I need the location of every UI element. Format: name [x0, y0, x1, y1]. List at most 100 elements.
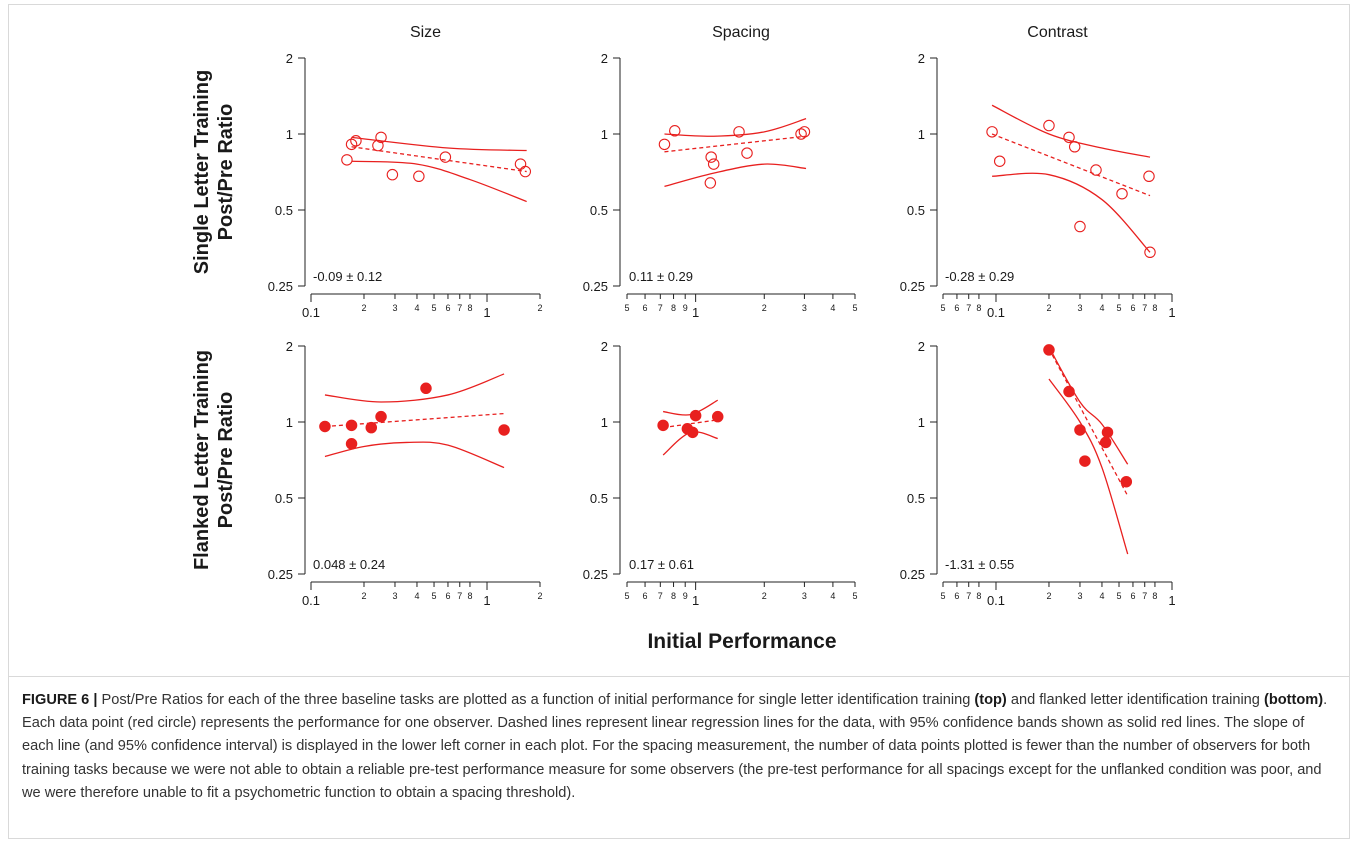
panel-2-x-minor-label-9: 7: [1142, 303, 1147, 313]
panel-3-x-minor-label-1: 3: [392, 591, 397, 601]
row-title-0-line-0: Single Letter Training: [191, 70, 213, 274]
panel-2-data-point-6: [1090, 164, 1102, 176]
panel-4-confidence-band-upper: [663, 399, 719, 416]
panel-0-x-minor-label-5: 7: [457, 303, 462, 313]
panel-3-x-minor-label-0: 2: [361, 591, 366, 601]
panel-4-data-point-2: [686, 426, 699, 439]
figure-chart: Size Spacing Contrast Single Letter Trainin…: [191, 24, 1176, 653]
panel-2-x-minor-label-7: 5: [1117, 303, 1122, 313]
panel-0-confidence-band-upper: [351, 136, 527, 152]
panel-3-x-minor-label-4: 6: [445, 591, 450, 601]
panel-5-x-minor-label-2: 7: [966, 591, 971, 601]
panel-2-slope-annotation: -0.28 ± 0.29: [945, 269, 1014, 284]
panel-2-data-point-8: [1143, 170, 1155, 183]
panel-2-x-minor-label-6: 4: [1099, 303, 1104, 313]
panel-4-data-point-3: [689, 409, 702, 422]
panel-5-x-minor-label-3: 8: [976, 591, 981, 601]
panel-5-x-minor-label-8: 6: [1130, 591, 1135, 601]
panel-1-data-point-2: [705, 151, 717, 163]
panel-3-data-point-4: [375, 410, 387, 423]
panel-1-y-tick-label-1: 0.5: [590, 203, 608, 218]
panel-4-data-point-4: [711, 410, 724, 423]
panel-2-data-point-5: [1074, 220, 1086, 233]
panel-4-slope-annotation: 0.17 ± 0.61: [629, 557, 694, 572]
panel-0-x-minor-label-2: 4: [414, 303, 419, 313]
x-axis-title: Initial Performance: [647, 630, 836, 653]
panel-0-data-point-7: [439, 151, 452, 163]
panel-5-regression-line: [1048, 348, 1129, 497]
panel-0-x-minor-label-3: 5: [432, 303, 437, 313]
panel-3-data-point-3: [365, 421, 378, 434]
panel-3-x-minor-label-5: 7: [457, 591, 462, 601]
panel-0-data-point-2: [350, 135, 362, 147]
column-title-1: Spacing: [712, 24, 770, 41]
panel-3-x-major-label-0: 0.1: [302, 593, 320, 608]
panel-3-data-point-1: [345, 419, 358, 432]
panel-2-data-point-3: [1063, 131, 1075, 144]
panel-2-data-point-0: [986, 126, 998, 138]
panel-1-slope-annotation: 0.11 ± 0.29: [629, 269, 693, 284]
panel-3-x-minor-label-7: 2: [537, 591, 542, 601]
panel-1-data-point-1: [669, 125, 681, 137]
panel-0-x-minor-label-6: 8: [467, 303, 472, 313]
panel-3-data-point-0: [319, 420, 331, 433]
caption-text-2: and flanked letter identification traini…: [1006, 692, 1264, 708]
column-title-0: Size: [410, 24, 441, 41]
panel-2-y-tick-label-0: 0.25: [900, 279, 925, 294]
panel-2-data-point-2: [1043, 119, 1055, 132]
panel-3-y-tick-label-2: 1: [286, 415, 293, 430]
panel-1-x-minor-label-2: 7: [658, 303, 663, 313]
panel-4-data-point-0: [657, 419, 669, 432]
panel-1-data-point-0: [658, 138, 671, 151]
panel-1-x-minor-label-0: 5: [624, 303, 629, 313]
panel-3-slope-annotation: 0.048 ± 0.24: [313, 557, 385, 572]
panel-1-x-minor-label-8: 5: [852, 303, 857, 313]
panel-1-x-minor-label-4: 9: [683, 303, 688, 313]
panel-0-y-tick-label-2: 1: [286, 127, 293, 142]
panel-1-x-minor-label-6: 3: [802, 303, 807, 313]
panel-5-data-point-6: [1120, 475, 1133, 488]
panel-0-y-tick-label-0: 0.25: [268, 279, 293, 294]
panel-3-y-tick-label-0: 0.25: [268, 567, 293, 582]
row-title-1-line-1: Post/Pre Ratio: [215, 392, 237, 529]
panel-4-y-tick-label-0: 0.25: [583, 567, 608, 582]
panel-0-data-point-5: [386, 168, 399, 181]
panel-5-confidence-band-lower: [1048, 378, 1129, 555]
panel-2-data-point-9: [1144, 246, 1156, 259]
panel-5-y-tick-label-2: 1: [918, 415, 925, 430]
panel-2-y-tick-label-1: 0.5: [907, 203, 925, 218]
panel-4-y-tick-label-2: 1: [601, 415, 608, 430]
panel-1-x-minor-label-7: 4: [830, 303, 835, 313]
panel-1-x-minor-label-3: 8: [671, 303, 676, 313]
panel-1-data-point-5: [733, 126, 745, 138]
panel-4-x-minor-label-8: 5: [852, 591, 857, 601]
panel-2-x-minor-label-0: 5: [940, 303, 945, 313]
panel-0-x-minor-label-4: 6: [445, 303, 450, 313]
panel-2-x-minor-label-4: 2: [1046, 303, 1051, 313]
panel-0-x-minor-label-1: 3: [392, 303, 397, 313]
panel-5-data-point-0: [1043, 344, 1055, 356]
panel-1-data-point-7: [795, 128, 807, 140]
panel-5-x-minor-label-1: 6: [954, 591, 959, 601]
panel-4-x-minor-label-3: 8: [671, 591, 676, 601]
panel-4-y-tick-label-1: 0.5: [590, 491, 608, 506]
panel-4-x-minor-label-5: 2: [762, 591, 767, 601]
panel-2-x-minor-label-10: 8: [1152, 303, 1157, 313]
panel-4-x-minor-label-0: 5: [624, 591, 629, 601]
panel-0-regression-line: [351, 146, 527, 173]
panel-3-confidence-band-upper: [324, 373, 505, 403]
panel-1-y-tick-label-2: 1: [601, 127, 608, 142]
panel-5-y-tick-label-0: 0.25: [900, 567, 925, 582]
panel-4-x-minor-label-2: 7: [658, 591, 663, 601]
panel-2-data-point-1: [993, 155, 1006, 167]
caption-text-1: Post/Pre Ratios for each of the three ba…: [97, 692, 975, 708]
panel-1-confidence-band-upper: [664, 118, 807, 137]
panel-1-y-tick-label-0: 0.25: [583, 279, 608, 294]
panel-2-data-point-4: [1068, 141, 1081, 153]
panel-2-x-major-label-0: 0.1: [987, 305, 1005, 320]
panel-4-x-major-label-0: 1: [692, 593, 699, 608]
panel-3-data-point-6: [498, 424, 510, 436]
panel-4-x-minor-label-4: 9: [683, 591, 688, 601]
caption-top-emphasis: (top): [974, 692, 1007, 708]
row-title-0-line-1: Post/Pre Ratio: [215, 104, 237, 241]
